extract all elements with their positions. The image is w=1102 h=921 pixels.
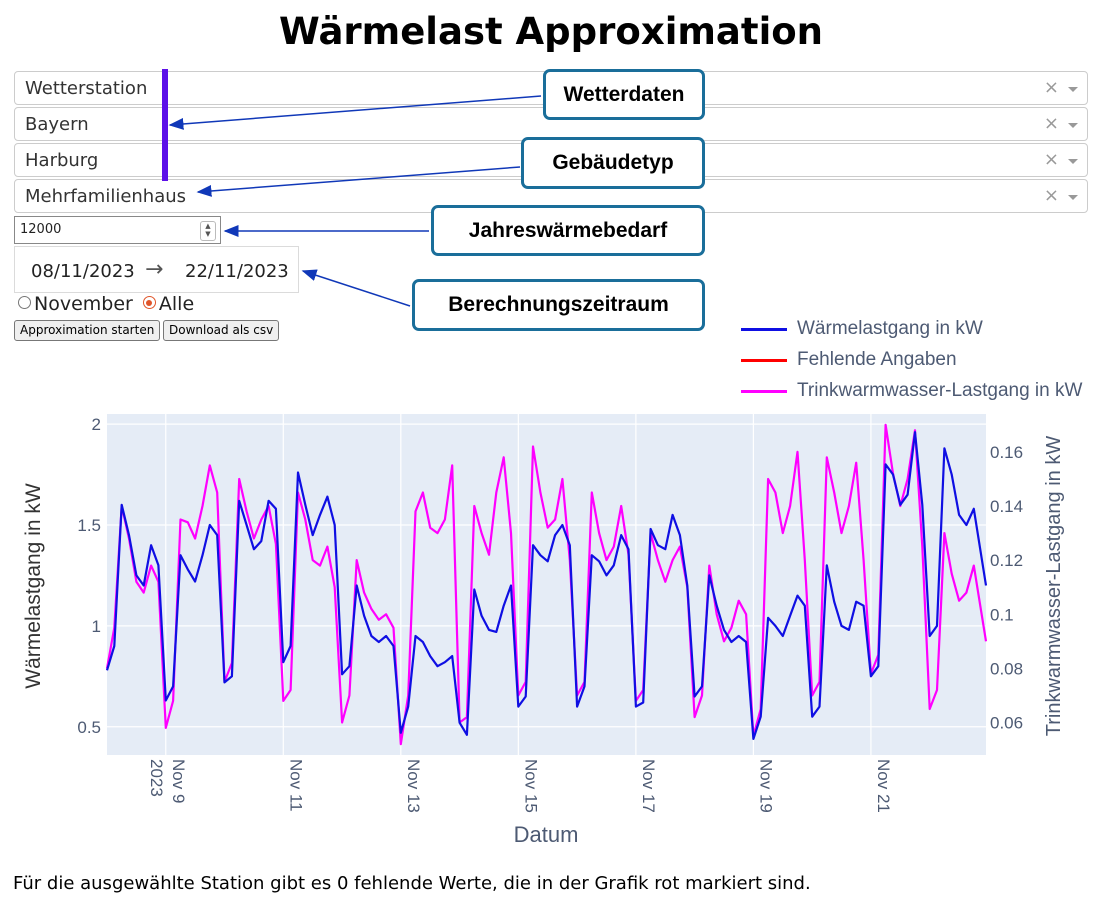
legend-label-missing: Fehlende Angaben bbox=[797, 349, 957, 370]
y-tick-label: 1.5 bbox=[77, 516, 101, 535]
y2-tick-label: 0.14 bbox=[990, 497, 1023, 516]
callout-annual: Jahreswärmebedarf bbox=[431, 205, 705, 256]
callout-weather: Wetterdaten bbox=[543, 69, 705, 120]
chevron-down-icon[interactable] bbox=[1068, 123, 1078, 128]
radio-label-november[interactable]: November bbox=[34, 293, 133, 315]
annotation-arrows bbox=[168, 95, 542, 307]
series-line-heat bbox=[105, 431, 988, 740]
end-date[interactable]: 22/11/2023 bbox=[185, 261, 289, 282]
radio-label-alle[interactable]: Alle bbox=[158, 293, 195, 315]
arrow-period bbox=[301, 269, 411, 307]
y-tick-label: 2 bbox=[92, 415, 101, 434]
page-title: Wärmelast Approximation bbox=[278, 10, 824, 53]
y2-tick-label: 0.16 bbox=[990, 443, 1023, 462]
date-range-picker[interactable]: 08/11/2023 → 22/11/2023 bbox=[14, 246, 299, 293]
radio-alle[interactable] bbox=[142, 296, 156, 309]
x-tick-label: Nov 11 bbox=[286, 759, 305, 812]
clear-icon[interactable]: × bbox=[1043, 149, 1059, 170]
y-tick-label: 0.5 bbox=[77, 718, 101, 737]
x-axis-title: Datum bbox=[514, 822, 579, 847]
y-axis-title: Wärmelastgang in kW bbox=[22, 483, 45, 689]
x-tick-label: Nov 9 bbox=[169, 759, 188, 803]
annual-demand-input[interactable]: 12000 ▲ ▼ bbox=[14, 216, 221, 244]
download-csv-button[interactable]: Download als csv bbox=[163, 320, 280, 341]
radio-november[interactable] bbox=[18, 296, 31, 309]
axes: 0.5 1 1.5 2 0.06 0.08 0.1 0.12 0.14 0.16 Nov 92023… bbox=[77, 415, 1023, 813]
legend-label-heat: Wärmelastgang in kW bbox=[797, 318, 983, 339]
plot-area bbox=[107, 414, 986, 755]
annual-demand-value: 12000 bbox=[20, 222, 62, 237]
chevron-down-icon[interactable] bbox=[1068, 159, 1078, 164]
start-date[interactable]: 08/11/2023 bbox=[31, 261, 135, 282]
start-approximation-button[interactable]: Approximation starten bbox=[14, 320, 161, 341]
dropdown-value: Harburg bbox=[25, 150, 99, 171]
callout-building: Gebäudetyp bbox=[521, 137, 705, 189]
arrow-weather bbox=[168, 95, 542, 130]
clear-icon[interactable]: × bbox=[1043, 77, 1059, 98]
legend-swatch-missing bbox=[741, 359, 787, 362]
x-tick-label: Nov 19 bbox=[756, 759, 775, 813]
arrow-building bbox=[196, 166, 521, 197]
dropdown-value: Bayern bbox=[25, 114, 89, 135]
series-line-dhw bbox=[105, 423, 988, 746]
missing-values-note: Für die ausgewählte Station gibt es 0 fe… bbox=[13, 873, 811, 894]
y2-tick-label: 0.1 bbox=[990, 605, 1014, 624]
period-radio-group: November Alle bbox=[18, 293, 194, 315]
x-tick-label: Nov 17 bbox=[639, 759, 658, 813]
x-tick-sublabel: 2023 bbox=[147, 759, 166, 797]
y2-tick-label: 0.08 bbox=[990, 659, 1023, 678]
stepper-icon[interactable]: ▲ ▼ bbox=[200, 221, 216, 241]
clear-icon[interactable]: × bbox=[1043, 185, 1059, 206]
x-tick-label: Nov 21 bbox=[874, 759, 893, 813]
clear-icon[interactable]: × bbox=[1043, 113, 1059, 134]
chevron-down-icon[interactable] bbox=[1068, 87, 1078, 92]
legend-label-dhw: Trinkwarmwasser-Lastgang in kW bbox=[797, 380, 1083, 401]
y2-axis-title: Trinkwarmwasser-Lastgang in kW bbox=[1043, 436, 1065, 737]
y2-tick-label: 0.06 bbox=[990, 714, 1023, 733]
callout-period: Berechnungszeitraum bbox=[412, 279, 705, 331]
x-tick-label: Nov 13 bbox=[404, 759, 423, 813]
y2-tick-label: 0.12 bbox=[990, 551, 1023, 570]
x-tick-label: Nov 15 bbox=[521, 759, 540, 813]
legend-swatch-dhw bbox=[741, 390, 787, 393]
series-lines bbox=[105, 423, 988, 746]
chevron-down-icon[interactable] bbox=[1068, 195, 1078, 200]
dropdown-value: Mehrfamilienhaus bbox=[25, 186, 187, 207]
arrow-right-icon: → bbox=[145, 257, 164, 282]
annotation-bar bbox=[162, 69, 168, 181]
load-chart: 0.5 1 1.5 2 0.06 0.08 0.1 0.12 0.14 0.16 Nov 92023… bbox=[22, 414, 1065, 847]
legend-swatch-heat bbox=[741, 328, 787, 331]
dropdown-value: Wetterstation bbox=[25, 78, 148, 99]
y-tick-label: 1 bbox=[92, 617, 101, 636]
